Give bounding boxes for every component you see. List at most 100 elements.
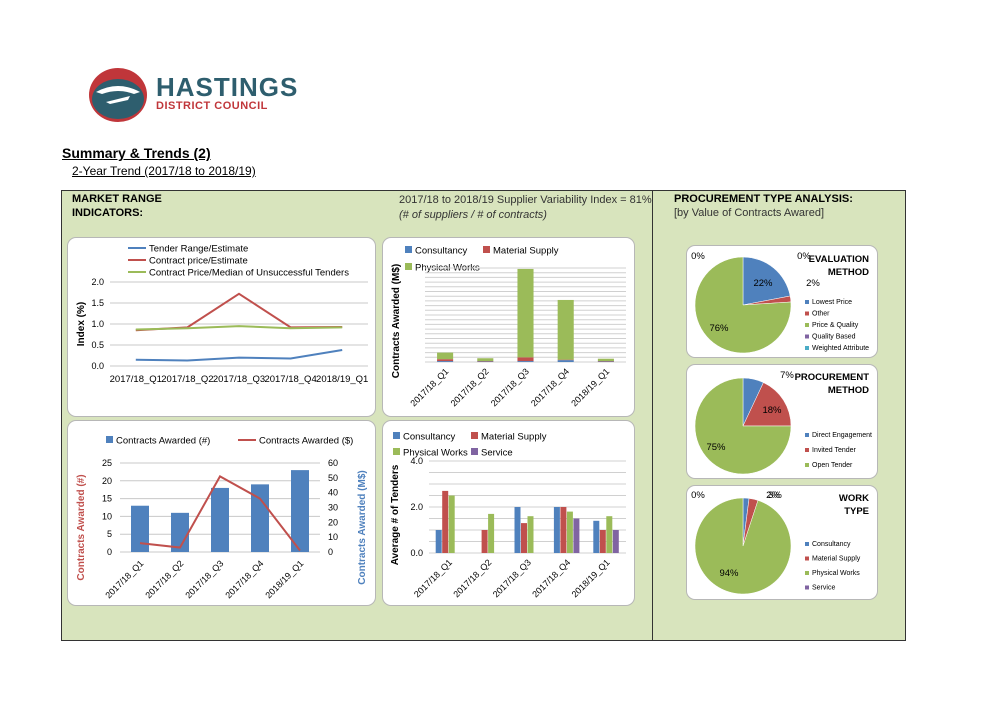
x-tick-label: 2017/18_Q3 (489, 366, 531, 408)
pie-title: METHOD (828, 385, 869, 396)
page-title: Summary & Trends (2) (62, 145, 211, 161)
legend-swatch (405, 246, 412, 253)
legend-swatch (805, 311, 809, 316)
pie-chart-svg: WORK TYPE Consultancy Material Supply Physic… (691, 490, 869, 595)
y-axis-label: Average # of Tenders (390, 464, 401, 565)
legend-label: Physical Works (403, 448, 468, 459)
legend-label: Contract price/Estimate (149, 256, 248, 267)
y-right-tick-label: 50 (328, 473, 338, 483)
combo-chart-svg: Contracts Awarded (#) Contracts Awarded (… (76, 436, 368, 601)
legend-label: Consultancy (812, 541, 851, 548)
average-tenders-chart: Consultancy Material Supply Physical Works… (382, 420, 635, 606)
legend-label: Lowest Price (812, 299, 852, 306)
x-tick-label: 2017/18_Q1 (408, 366, 450, 408)
pie-slice (742, 256, 791, 306)
bar (437, 352, 454, 360)
pie-slice (694, 256, 792, 354)
x-tick-label: 2017/18_Q4 (529, 366, 571, 408)
legend-label: Other (812, 311, 830, 318)
bar (560, 507, 567, 553)
legend-swatch (805, 542, 809, 546)
y-tick-label: 15 (102, 494, 112, 504)
legend-swatch (393, 432, 400, 439)
bar (599, 530, 606, 553)
legend-label: Consultancy (415, 246, 468, 257)
legend-label: Material Supply (812, 556, 861, 563)
procurement-subheader: [by Value of Contracts Awared] (674, 207, 825, 219)
bar (448, 495, 455, 553)
bar (437, 359, 454, 362)
pie-chart-svg: EVALUATION METHOD Lowest Price Other Price &… (691, 251, 869, 354)
procurement-method-pie: PROCUREMENT METHOD Direct Engagement Invite… (686, 364, 878, 479)
y-right-tick-label: 20 (328, 517, 338, 527)
pie-data-label: 94% (719, 568, 739, 579)
market-range-header-2: INDICATORS: (72, 207, 144, 219)
y-right-tick-label: 10 (328, 532, 338, 542)
legend-label: Direct Engagement (812, 432, 872, 439)
y-right-tick-label: 40 (328, 488, 338, 498)
y-tick-label: 10 (102, 511, 112, 521)
bar (251, 484, 269, 552)
bar (171, 512, 189, 552)
y-tick-label: 1.0 (91, 319, 104, 329)
page-subtitle: 2-Year Trend (2017/18 to 2018/19) (72, 164, 256, 178)
bar (573, 518, 580, 553)
bar (437, 361, 454, 362)
bar (557, 360, 574, 362)
legend-label: Material Supply (493, 246, 559, 257)
bar (557, 299, 574, 360)
series-line (135, 349, 343, 362)
x-tick-label: 2017/18_Q4 (264, 374, 316, 385)
legend-swatch (805, 346, 809, 350)
x-tick-label: 2017/18_Q2 (161, 374, 213, 385)
bar (481, 530, 488, 553)
bar (566, 511, 573, 553)
legend-swatch (805, 556, 809, 561)
variability-note: (# of suppliers / # of contracts) (399, 209, 547, 221)
legend-label: Service (812, 585, 835, 592)
bar (517, 357, 534, 362)
bar (477, 358, 494, 362)
bar (488, 513, 495, 553)
logo-emblem-icon (89, 68, 147, 122)
y-tick-label: 2.0 (410, 502, 423, 512)
legend-label: Contracts Awarded (#) (116, 436, 210, 447)
legend-label: Consultancy (403, 432, 456, 443)
pie-data-label: 2% (766, 490, 780, 501)
bar (593, 520, 600, 553)
legend-label: Service (481, 448, 513, 459)
x-tick-label: 2018/19_Q1 (263, 558, 305, 600)
x-tick-label: 2017/18_Q1 (412, 557, 454, 599)
pie-data-label: 2% (806, 278, 820, 289)
legend-label: Physical Works (812, 570, 860, 577)
pie-data-label: 18% (762, 405, 782, 416)
x-tick-label: 2018/19_Q1 (569, 366, 611, 408)
y-tick-label: 20 (102, 476, 112, 486)
variability-index-text: 2017/18 to 2018/19 Supplier Variability … (399, 194, 652, 206)
x-tick-label: 2017/18_Q2 (449, 366, 491, 408)
bar (612, 530, 619, 553)
x-tick-label: 2017/18_Q3 (213, 374, 265, 385)
y-tick-label: 0.5 (91, 340, 104, 350)
y-right-tick-label: 0 (328, 547, 333, 557)
bar (442, 490, 449, 553)
legend-swatch (805, 300, 809, 304)
legend-swatch (805, 433, 809, 437)
bar (553, 507, 560, 553)
pie-data-label: 76% (709, 323, 729, 334)
y-axis-label: Contracts Awarded (#) (76, 474, 87, 580)
panel-divider (652, 190, 653, 641)
legend-label: Material Supply (481, 432, 547, 443)
bar (517, 361, 534, 362)
series-line (135, 292, 343, 332)
y-right-tick-label: 30 (328, 503, 338, 513)
evaluation-method-pie: EVALUATION METHOD Lowest Price Other Price &… (686, 245, 878, 358)
contracts-awarded-combo-chart: Contracts Awarded (#) Contracts Awarded (… (67, 420, 376, 606)
bar (211, 487, 229, 552)
legend-label: Tender Range/Estimate (149, 244, 248, 255)
y-tick-label: 0 (107, 547, 112, 557)
series-line (139, 474, 301, 552)
y-tick-label: 25 (102, 458, 112, 468)
market-range-line-chart: Tender Range/Estimate Contract price/Esti… (67, 237, 376, 417)
